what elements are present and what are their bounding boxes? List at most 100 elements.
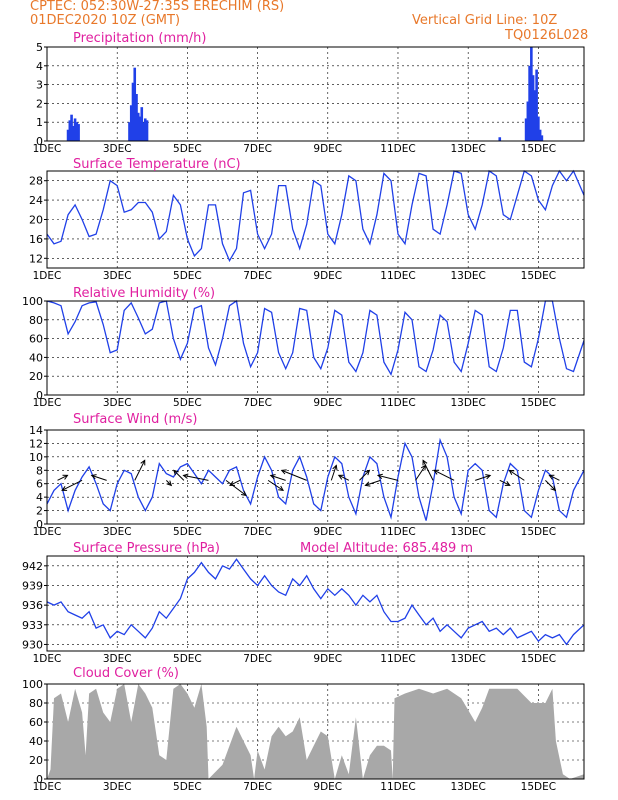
rh-ytick-label: 100 [22,295,43,308]
precip-bar [531,75,535,141]
precip-xtick-label: 11DEC [380,143,415,155]
cloud-ytick-label: 40 [29,735,43,748]
wind-arrow-head [182,473,189,479]
pres-ytick-label: 942 [22,560,43,573]
temp-ytick-label: 16 [29,233,43,246]
wind-xtick-label: 7DEC [243,526,272,538]
temp-ytick-label: 28 [29,175,43,188]
precip-bar [70,114,73,141]
wind-arrow-shaft [61,479,83,491]
cloud-frame [46,683,585,780]
wind-arrow-head [280,469,287,475]
rh-ytick-label: 40 [29,351,43,364]
precip-xtick-label: 13DEC [450,143,485,155]
header-run: 01DEC2020 10Z (GMT) [30,13,181,28]
wind-ytick-label: 4 [36,491,43,504]
wind-xtick-label: 5DEC [173,526,202,538]
precip-bar [142,122,145,141]
pres-xtick-label: 13DEC [450,653,485,665]
precip-bar [538,129,542,141]
wind-arrow-head [61,486,68,491]
temp-xtick-label: 5DEC [173,270,202,282]
precip-bar [73,118,77,141]
wind-arrow-head [166,480,173,487]
precip-bar [526,101,530,141]
precip-xtick-label: 1DEC [33,143,62,155]
precip-ytick-label: 1 [36,116,43,129]
wind-arrow-head [62,474,69,480]
precip-bar [530,47,533,141]
wind-arrow-shaft [281,469,307,481]
cloud-xtick-label: 15DEC [521,781,556,793]
cloud-xtick-label: 13DEC [450,781,485,793]
wind-arrow-shaft [365,479,381,486]
wind-arrow-shaft [183,474,209,481]
wind-xtick-label: 13DEC [450,526,485,538]
wind-ytick-label: 8 [36,464,43,477]
wind-arrow-shaft [509,469,525,481]
temp-xtick-label: 15DEC [521,270,556,282]
wind-arrow-head [485,474,492,480]
pres-xtick-label: 7DEC [243,653,272,665]
precip-bar [140,107,144,141]
wind-arrow-head [550,485,557,492]
precip-bar [68,120,72,141]
wind-arrow-shaft [165,480,172,486]
precip-bar [131,82,135,141]
wind-arrow-head [337,474,344,480]
rh-frame [46,300,585,396]
rh-title: Relative Humidity (%) [73,286,215,301]
wind-arrow-head [269,474,276,480]
cloud-xtick-label: 5DEC [173,781,202,793]
pres-xtick-label: 11DEC [380,653,415,665]
model-altitude-label: Model Altitude: 685.489 m [300,541,473,556]
wind-arrow-shaft [433,469,455,481]
precip-bar [145,120,149,141]
precip-ytick-label: 3 [36,79,43,92]
temp-xtick-label: 9DEC [313,270,342,282]
precip-xtick-label: 15DEC [521,143,556,155]
wind-title: Surface Wind (m/s) [73,412,197,427]
header-station: CPTEC: 052:30W-27:35S ERECHIM (RS) [30,0,285,14]
cloud-ytick-label: 60 [29,716,43,729]
cloud-xtick-label: 1DEC [33,781,62,793]
wind-arrow-head [376,473,384,479]
rh-xtick-label: 5DEC [173,397,202,409]
precip-bar [135,94,138,141]
pres-ytick-label: 930 [22,638,43,651]
precip-ytick-label: 2 [36,97,43,110]
wind-arrow-head [548,474,555,480]
temp-ytick-label: 12 [29,252,43,265]
temp-ytick-label: 20 [29,214,43,227]
rh-xtick-label: 13DEC [450,397,485,409]
wind-arrow-head [241,490,247,497]
wind-arrow-head [364,469,371,476]
wind-arrow-shaft [91,474,107,481]
rh-xtick-label: 1DEC [33,397,62,409]
wind-xtick-label: 1DEC [33,526,62,538]
wind-xtick-label: 11DEC [380,526,415,538]
rh-ytick-label: 60 [29,333,43,346]
precip-ytick-label: 4 [36,60,43,73]
precip-bar [143,118,147,141]
cloud-xtick-label: 11DEC [380,781,415,793]
precip-bar [138,116,142,141]
wind-arrow-head [173,469,179,476]
wind-ytick-label: 14 [29,424,43,437]
precip-bar [528,65,531,141]
rh-xtick-label: 9DEC [313,397,342,409]
pres-ytick-label: 936 [22,599,43,612]
temp-xtick-label: 11DEC [380,270,415,282]
wind-arrow-shaft [545,480,556,491]
wind-ytick-label: 0 [36,518,43,531]
precip-bar [72,125,75,141]
wind-xtick-label: 9DEC [313,526,342,538]
precip-ytick-label: 0 [36,135,43,148]
precip-bar [75,122,79,141]
wind-ytick-label: 12 [29,437,43,450]
temp-xtick-label: 13DEC [450,270,485,282]
precip-xtick-label: 9DEC [313,143,342,155]
pres-series-line [46,558,585,646]
wind-arrow-shaft [549,474,560,481]
